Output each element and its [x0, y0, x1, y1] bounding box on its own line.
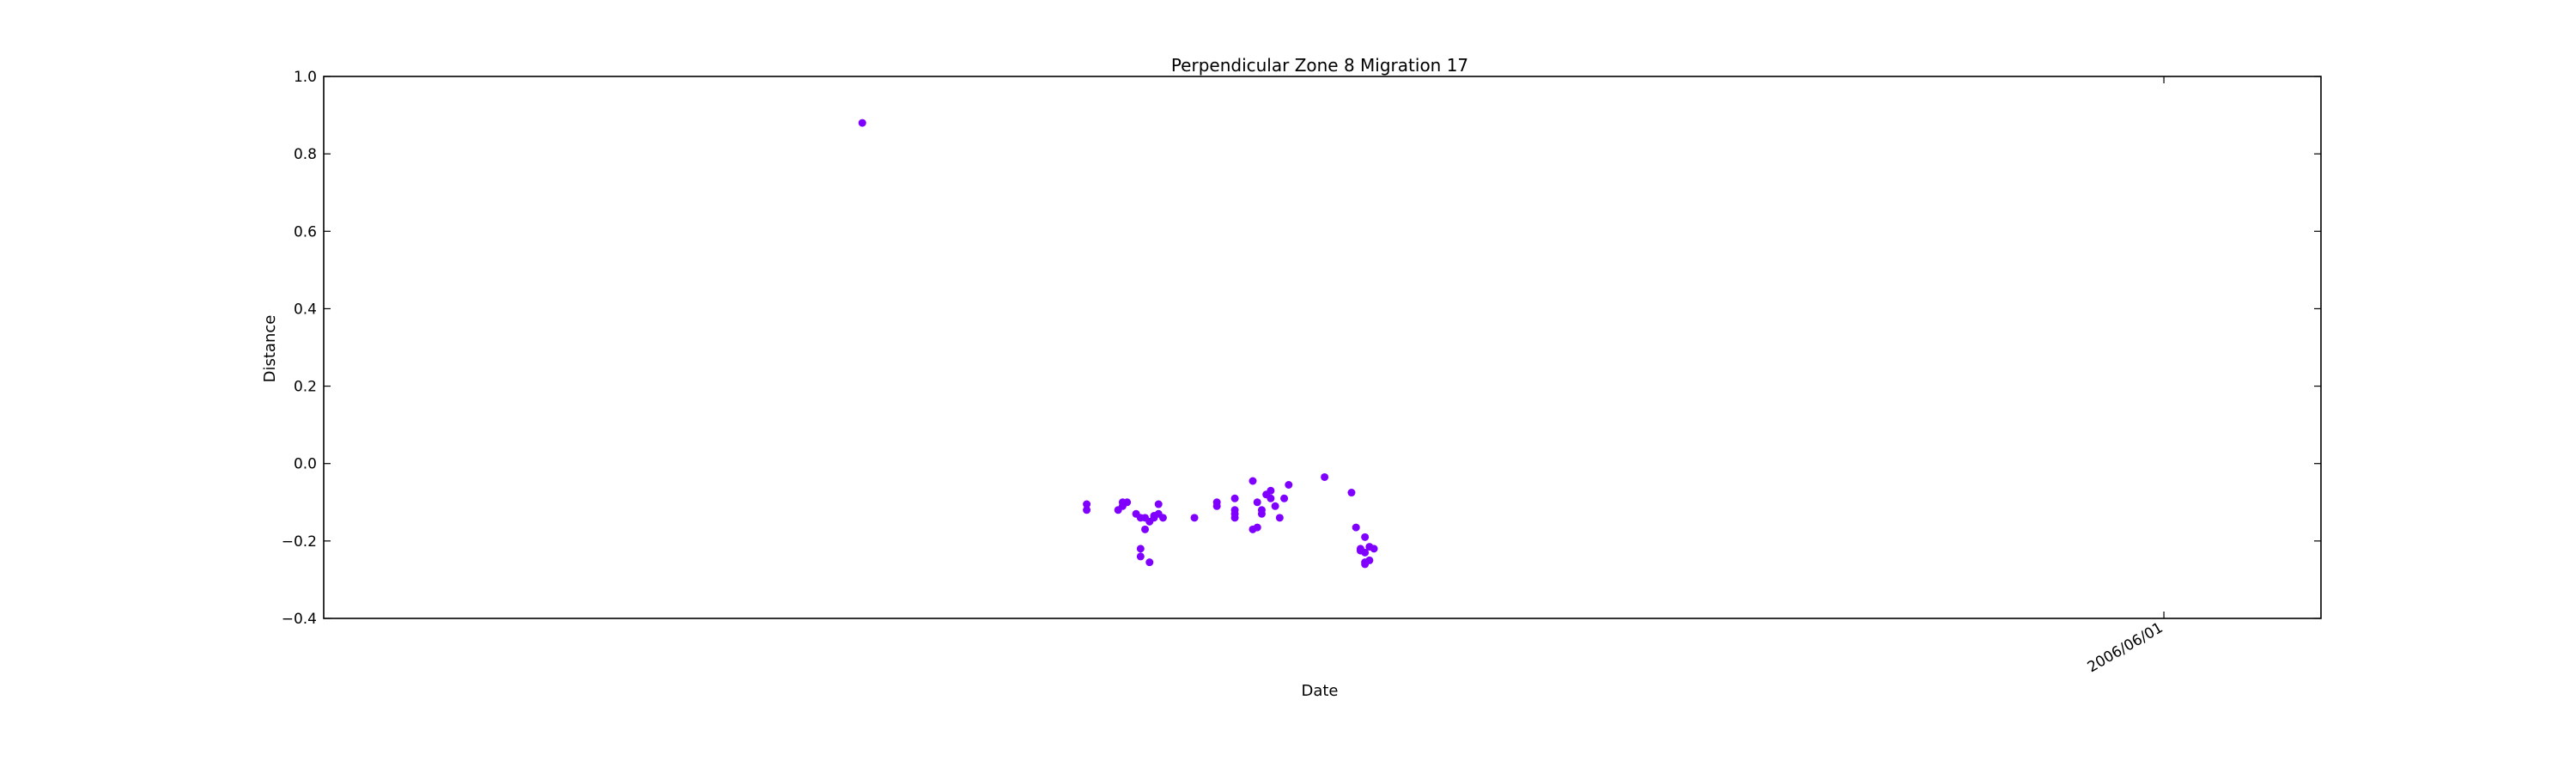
- data-point: [1230, 494, 1239, 502]
- data-point: [1154, 500, 1163, 508]
- data-point: [1321, 472, 1329, 481]
- data-point: [1249, 477, 1257, 485]
- data-point: [1365, 556, 1374, 564]
- data-point: [1285, 481, 1293, 490]
- data-point: [1253, 523, 1261, 532]
- y-tick-label: 0.4: [294, 301, 317, 318]
- data-point: [1145, 558, 1154, 567]
- data-point: [1190, 514, 1199, 522]
- data-point: [1136, 552, 1145, 561]
- data-point: [1257, 509, 1266, 518]
- chart-title: Perpendicular Zone 8 Migration 17: [1171, 55, 1468, 76]
- data-point: [1267, 486, 1275, 495]
- data-point: [1267, 494, 1275, 502]
- plot-frame: [323, 76, 2322, 619]
- x-tick-label: 2006/06/01: [2085, 619, 2166, 676]
- data-point: [1370, 545, 1378, 553]
- data-point: [1123, 498, 1132, 507]
- y-tick-label: 0.8: [294, 146, 317, 163]
- y-tick-label: 0.0: [294, 456, 317, 473]
- x-axis: 2006/06/01: [2085, 76, 2166, 676]
- data-point: [1361, 533, 1370, 541]
- y-axis-label: Distance: [261, 315, 279, 383]
- data-point: [1083, 506, 1091, 514]
- data-point: [1230, 514, 1239, 522]
- data-layer: [858, 119, 1378, 569]
- y-tick-label: 1.0: [294, 69, 317, 86]
- y-tick-label: −0.4: [282, 611, 317, 628]
- data-point: [1275, 514, 1284, 522]
- data-point: [1083, 500, 1091, 508]
- data-point: [1141, 525, 1150, 533]
- data-point: [1280, 494, 1289, 502]
- data-point: [1271, 502, 1279, 510]
- data-point: [1158, 514, 1167, 522]
- y-tick-label: 0.2: [294, 379, 317, 396]
- data-point: [1212, 498, 1221, 507]
- y-tick-label: −0.2: [282, 533, 317, 551]
- data-point: [1347, 489, 1356, 497]
- y-axis: −0.4 −0.2 0.0 0.2 0.4 0.6 0.8 1.0: [282, 69, 2321, 628]
- data-point: [1136, 545, 1145, 553]
- y-tick-label: 0.6: [294, 223, 317, 240]
- data-point: [1253, 498, 1261, 507]
- x-axis-label: Date: [1301, 682, 1338, 700]
- data-point: [1361, 548, 1370, 557]
- data-point: [1352, 523, 1360, 532]
- data-point: [858, 119, 866, 127]
